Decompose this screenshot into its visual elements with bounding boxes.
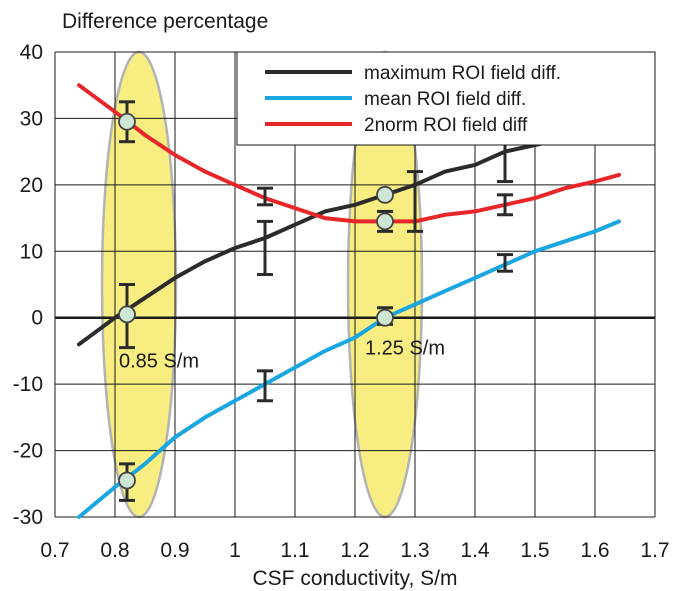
x-tick-label-5: 1.2 <box>340 539 369 562</box>
y-tick-label-3: 10 <box>20 240 43 263</box>
legend: maximum ROI field diff. mean ROI field di… <box>236 51 656 146</box>
data-point-6 <box>376 308 394 327</box>
y-tick-label-2: 20 <box>20 174 43 197</box>
y-tick-label-0: 40 <box>20 41 43 64</box>
y-tick-label-6: -20 <box>13 440 43 463</box>
region-label-2: 1.25 S/m <box>365 337 445 359</box>
x-tick-label-0: 0.7 <box>40 539 69 562</box>
x-tick-label-1: 0.8 <box>100 539 129 562</box>
error-bar-6 <box>257 369 273 403</box>
data-point-3 <box>118 471 136 490</box>
x-tick-label-6: 1.3 <box>400 539 429 562</box>
data-point-5 <box>376 212 394 231</box>
data-point-2 <box>118 305 136 324</box>
region-labels: 0.85 S/m 1.25 S/m <box>119 337 445 372</box>
x-tick-label-2: 0.9 <box>160 539 189 562</box>
x-tick-label-4: 1.1 <box>280 539 309 562</box>
series-line-3 <box>77 83 621 224</box>
error-bar-4 <box>257 186 273 207</box>
legend-label-2: mean ROI field diff. <box>364 89 526 110</box>
highlight-regions <box>100 50 424 519</box>
y-axis-label: Difference percentage <box>62 10 268 33</box>
data-markers <box>118 112 394 490</box>
error-bar-5 <box>257 219 273 277</box>
error-bar-12 <box>497 253 513 273</box>
x-tick-label-10: 1.7 <box>640 539 669 562</box>
x-axis-label: CSF conductivity, S/m <box>253 567 458 590</box>
x-tick-label-3: 1 <box>229 539 241 562</box>
error-bar-10 <box>497 193 513 217</box>
legend-label-3: 2norm ROI field diff <box>364 115 528 136</box>
data-point-1 <box>118 112 136 131</box>
legend-label-1: maximum ROI field diff. <box>364 63 561 84</box>
error-bars <box>119 100 513 502</box>
series-line-2 <box>77 219 621 519</box>
y-tick-label-5: -10 <box>13 373 43 396</box>
error-bar-9 <box>407 170 423 233</box>
x-tick-label-8: 1.5 <box>520 539 549 562</box>
tick-labels: 0.7 0.8 0.9 1 1.1 1.2 1.3 1.4 1.5 1.6 1.7 40 30 20 10 0… <box>13 41 670 562</box>
x-tick-label-9: 1.6 <box>580 539 609 562</box>
data-point-4 <box>376 185 394 204</box>
y-tick-label-4: 0 <box>31 307 43 330</box>
y-tick-label-7: -30 <box>13 506 43 529</box>
region-label-1: 0.85 S/m <box>119 351 199 373</box>
x-tick-label-7: 1.4 <box>460 539 490 562</box>
y-tick-label-1: 30 <box>20 107 43 130</box>
